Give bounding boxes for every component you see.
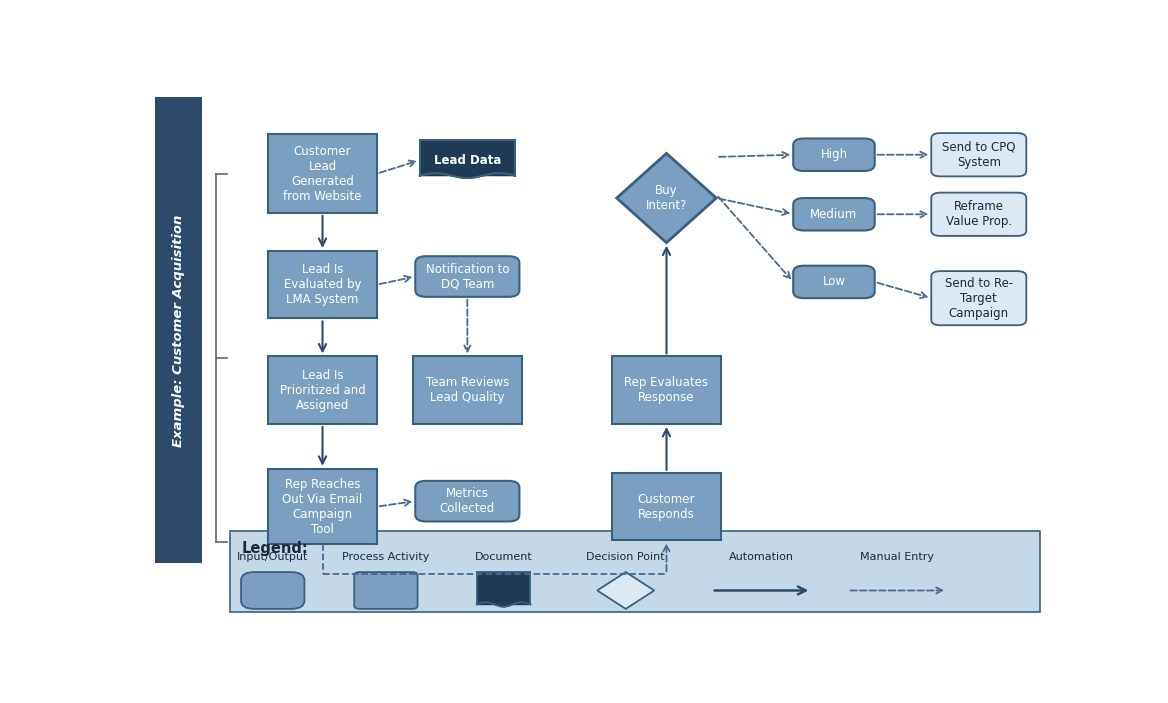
Text: Rep Evaluates
Response: Rep Evaluates Response [625, 376, 709, 404]
Text: Input/Output: Input/Output [237, 552, 308, 562]
FancyBboxPatch shape [416, 481, 520, 522]
FancyBboxPatch shape [931, 133, 1027, 176]
FancyBboxPatch shape [793, 138, 875, 171]
Text: Lead Data: Lead Data [433, 154, 501, 167]
Text: Buy
Intent?: Buy Intent? [646, 184, 687, 212]
Polygon shape [597, 572, 654, 609]
Text: Legend:: Legend: [242, 541, 308, 555]
FancyBboxPatch shape [793, 266, 875, 298]
Text: Example: Customer Acquisition: Example: Customer Acquisition [172, 214, 185, 447]
FancyBboxPatch shape [269, 251, 377, 318]
Text: Automation: Automation [729, 552, 794, 562]
FancyBboxPatch shape [931, 193, 1027, 236]
Text: Process Activity: Process Activity [342, 552, 430, 562]
Polygon shape [617, 153, 716, 243]
Text: High: High [820, 148, 848, 161]
FancyBboxPatch shape [612, 472, 721, 541]
FancyBboxPatch shape [230, 531, 1041, 612]
Text: Metrics
Collected: Metrics Collected [439, 487, 495, 515]
Text: Rep Reaches
Out Via Email
Campaign
Tool: Rep Reaches Out Via Email Campaign Tool [283, 477, 362, 536]
FancyBboxPatch shape [931, 271, 1027, 325]
Polygon shape [477, 602, 530, 607]
FancyBboxPatch shape [419, 140, 515, 176]
FancyBboxPatch shape [269, 134, 377, 213]
Text: Send to CPQ
System: Send to CPQ System [943, 141, 1015, 169]
Text: Low: Low [822, 276, 846, 288]
FancyBboxPatch shape [269, 356, 377, 424]
FancyBboxPatch shape [416, 256, 520, 297]
Text: Medium: Medium [811, 208, 857, 221]
FancyBboxPatch shape [413, 356, 522, 424]
FancyBboxPatch shape [269, 469, 377, 544]
FancyBboxPatch shape [612, 356, 721, 424]
FancyBboxPatch shape [155, 97, 202, 563]
Text: Team Reviews
Lead Quality: Team Reviews Lead Quality [425, 376, 509, 404]
Text: Notification to
DQ Team: Notification to DQ Team [425, 262, 509, 290]
Text: Lead Is
Evaluated by
LMA System: Lead Is Evaluated by LMA System [284, 263, 361, 306]
Text: Document: Document [474, 552, 533, 562]
Text: Lead Is
Prioritized and
Assigned: Lead Is Prioritized and Assigned [279, 368, 366, 412]
Text: Reframe
Value Prop.: Reframe Value Prop. [946, 200, 1011, 228]
Text: Decision Point: Decision Point [586, 552, 665, 562]
Text: Customer
Lead
Generated
from Website: Customer Lead Generated from Website [284, 145, 362, 202]
FancyBboxPatch shape [793, 198, 875, 231]
Polygon shape [419, 173, 515, 178]
Text: Manual Entry: Manual Entry [861, 552, 934, 562]
Text: Customer
Responds: Customer Responds [638, 493, 695, 521]
FancyBboxPatch shape [241, 572, 305, 609]
FancyBboxPatch shape [477, 572, 530, 605]
Text: Send to Re-
Target
Campaign: Send to Re- Target Campaign [945, 277, 1013, 320]
FancyBboxPatch shape [354, 572, 418, 609]
